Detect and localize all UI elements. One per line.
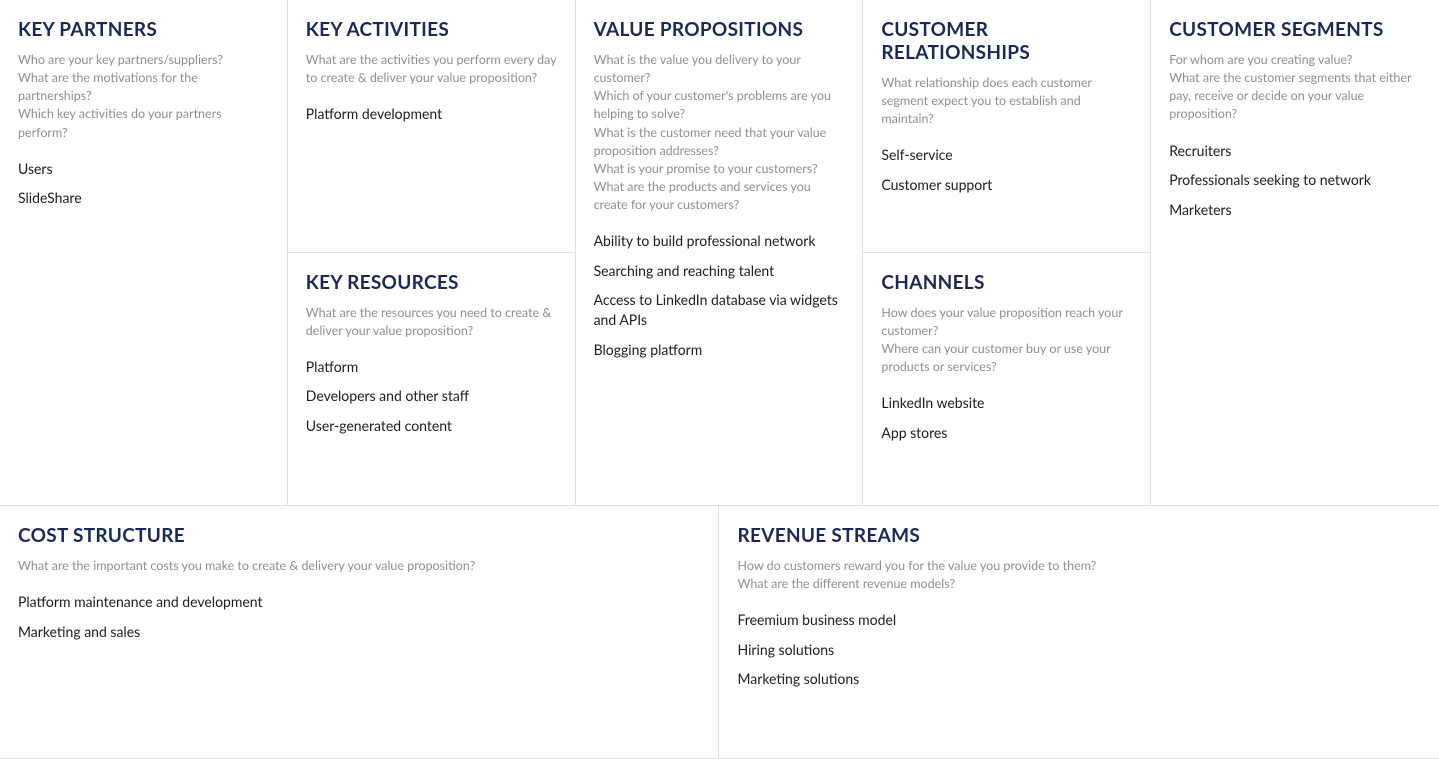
- list-item: Developers and other staff: [306, 381, 557, 411]
- item-list: LinkedIn website App stores: [881, 388, 1132, 447]
- list-item: Access to LinkedIn database via widgets …: [594, 285, 845, 334]
- list-item: User-generated content: [306, 411, 557, 441]
- section-title: KEY ACTIVITIES: [306, 18, 557, 41]
- item-list: Users SlideShare: [18, 154, 269, 213]
- list-item: Professionals seeking to network: [1169, 165, 1421, 195]
- section-title: CUSTOMER SEGMENTS: [1169, 18, 1421, 41]
- section-key-activities: KEY ACTIVITIES What are the activities y…: [288, 0, 575, 253]
- section-prompt: What are the activities you perform ever…: [306, 51, 557, 87]
- business-model-canvas: KEY PARTNERS Who are your key partners/s…: [0, 0, 1439, 759]
- list-item: Marketing solutions: [737, 664, 1421, 694]
- list-item: Platform development: [306, 99, 557, 129]
- section-value-propositions: VALUE PROPOSITIONS What is the value you…: [576, 0, 864, 506]
- list-item: LinkedIn website: [881, 388, 1132, 418]
- section-title: CHANNELS: [881, 271, 1132, 294]
- section-prompt: How does your value proposition reach yo…: [881, 304, 1132, 377]
- section-prompt: What are the important costs you make to…: [18, 557, 700, 575]
- section-customer-segments: CUSTOMER SEGMENTS For whom are you creat…: [1151, 0, 1439, 506]
- section-prompt: For whom are you creating value?What are…: [1169, 51, 1421, 124]
- list-item: Ability to build professional network: [594, 226, 845, 256]
- section-title: KEY RESOURCES: [306, 271, 557, 294]
- list-item: Hiring solutions: [737, 635, 1421, 665]
- list-item: SlideShare: [18, 183, 269, 213]
- section-title: REVENUE STREAMS: [737, 524, 1421, 547]
- section-channels: CHANNELS How does your value proposition…: [863, 253, 1150, 506]
- list-item: Searching and reaching talent: [594, 256, 845, 286]
- list-item: App stores: [881, 418, 1132, 448]
- section-cost-structure: COST STRUCTURE What are the important co…: [0, 506, 719, 759]
- section-prompt: What relationship does each customer seg…: [881, 74, 1132, 128]
- list-item: Platform maintenance and development: [18, 587, 700, 617]
- list-item: Customer support: [881, 170, 1132, 200]
- section-title: COST STRUCTURE: [18, 524, 700, 547]
- list-item: Recruiters: [1169, 136, 1421, 166]
- section-prompt: How do customers reward you for the valu…: [737, 557, 1421, 593]
- item-list: Platform Developers and other staff User…: [306, 352, 557, 441]
- section-title: VALUE PROPOSITIONS: [594, 18, 845, 41]
- section-title: KEY PARTNERS: [18, 18, 269, 41]
- list-item: Blogging platform: [594, 335, 845, 365]
- list-item: Self-service: [881, 140, 1132, 170]
- list-item: Marketing and sales: [18, 617, 700, 647]
- section-key-partners: KEY PARTNERS Who are your key partners/s…: [0, 0, 288, 506]
- section-prompt: What are the resources you need to creat…: [306, 304, 557, 340]
- section-prompt: Who are your key partners/suppliers?What…: [18, 51, 269, 142]
- section-customer-relationships: CUSTOMER RELATIONSHIPS What relationship…: [863, 0, 1150, 253]
- section-revenue-streams: REVENUE STREAMS How do customers reward …: [719, 506, 1439, 759]
- section-key-resources: KEY RESOURCES What are the resources you…: [288, 253, 575, 506]
- item-list: Platform maintenance and development Mar…: [18, 587, 700, 646]
- section-title: CUSTOMER RELATIONSHIPS: [881, 18, 1132, 64]
- list-item: Platform: [306, 352, 557, 382]
- item-list: Ability to build professional network Se…: [594, 226, 845, 364]
- item-list: Self-service Customer support: [881, 140, 1132, 199]
- list-item: Marketers: [1169, 195, 1421, 225]
- section-prompt: What is the value you delivery to your c…: [594, 51, 845, 214]
- item-list: Platform development: [306, 99, 557, 129]
- column-relationships-channels: CUSTOMER RELATIONSHIPS What relationship…: [863, 0, 1151, 506]
- list-item: Freemium business model: [737, 605, 1421, 635]
- column-activities-resources: KEY ACTIVITIES What are the activities y…: [288, 0, 576, 506]
- item-list: Recruiters Professionals seeking to netw…: [1169, 136, 1421, 225]
- list-item: Users: [18, 154, 269, 184]
- item-list: Freemium business model Hiring solutions…: [737, 605, 1421, 694]
